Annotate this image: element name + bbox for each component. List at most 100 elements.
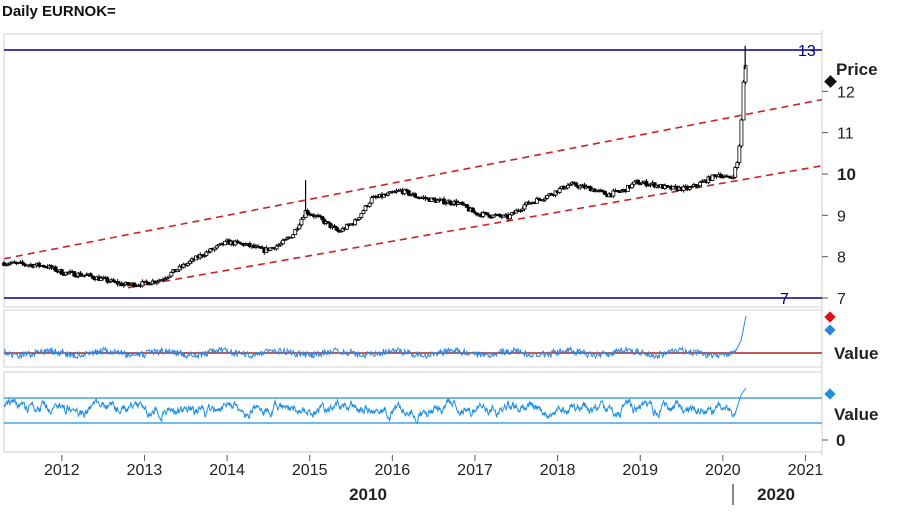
candle-body <box>132 282 137 287</box>
indicator2-line <box>3 387 747 425</box>
candle-body <box>671 185 676 190</box>
candle-body <box>665 184 669 187</box>
candle-body <box>689 186 694 188</box>
candle-body <box>471 207 475 213</box>
candle-body <box>739 119 744 147</box>
candle-body <box>353 219 358 226</box>
candle-body <box>107 281 112 284</box>
candle-body <box>37 262 42 267</box>
candle-body <box>33 264 37 268</box>
candle-body <box>148 283 153 286</box>
candle-body <box>53 266 58 272</box>
candle-body <box>214 245 219 249</box>
candle-body <box>520 208 525 211</box>
candle-body <box>185 262 190 266</box>
candle-body <box>111 279 116 282</box>
candle-body <box>375 196 380 199</box>
candle-body <box>126 282 130 286</box>
candle-body <box>741 81 746 121</box>
candle-body <box>235 240 240 243</box>
x-group-label: 2020 <box>757 485 795 504</box>
candle-body <box>175 269 180 273</box>
candle-body <box>640 182 645 185</box>
candle-body <box>301 217 306 220</box>
x-tick-label: 2018 <box>540 462 576 479</box>
candle-body <box>735 162 740 168</box>
candle-body <box>549 193 554 196</box>
candle-body <box>535 198 539 204</box>
indicator1-line <box>3 315 747 360</box>
candle-body <box>305 210 310 215</box>
candle-body <box>181 263 186 268</box>
candle-body <box>485 212 490 216</box>
candle-body <box>497 213 502 217</box>
x-group-label: 2010 <box>349 485 387 504</box>
indicator2-axis-label: Value <box>834 405 878 424</box>
candle-body <box>681 185 686 191</box>
candle-body <box>233 240 238 246</box>
candle-body <box>694 184 698 187</box>
candle-body <box>320 216 325 220</box>
channel-upper-line <box>3 98 823 260</box>
x-tick-label: 2016 <box>375 462 411 479</box>
x-tick-label: 2015 <box>292 462 328 479</box>
candle-body <box>731 176 736 179</box>
y-tick-label: 7 <box>837 291 846 308</box>
candle-body <box>615 189 620 192</box>
candle-body <box>710 174 715 181</box>
candle-body <box>154 281 159 284</box>
chart-title: Daily EURNOK= <box>2 3 116 20</box>
candle-body <box>90 275 95 279</box>
candle-body <box>369 197 374 204</box>
candle-body <box>473 211 477 214</box>
candle-body <box>280 239 285 245</box>
y-tick-label: 12 <box>837 84 855 101</box>
candle-body <box>566 184 570 189</box>
price-marker-icon <box>824 75 837 88</box>
candle-body <box>332 225 337 228</box>
price-panel-frame <box>3 33 823 308</box>
candle-body <box>367 202 372 207</box>
candle-body <box>687 186 692 190</box>
candle-body <box>442 198 446 205</box>
candle-body <box>578 185 583 189</box>
candle-body <box>169 272 174 277</box>
candle-body <box>464 204 469 208</box>
x-tick-label: 2017 <box>457 462 493 479</box>
candle-body <box>435 199 440 203</box>
candle-body <box>105 277 110 283</box>
candle-body <box>299 218 304 226</box>
candle-body <box>276 244 281 247</box>
candle-body <box>460 201 465 205</box>
candle-body <box>295 228 300 231</box>
candle-body <box>274 245 279 250</box>
candle-body <box>545 195 550 199</box>
candle-body <box>41 265 46 268</box>
indicator1-marker-blue-icon <box>824 324 836 336</box>
candle-body <box>481 211 486 217</box>
candle-body <box>167 275 172 278</box>
candle-body <box>537 198 541 200</box>
candle-body <box>144 280 149 283</box>
candle-body <box>648 183 653 186</box>
candle-body <box>99 277 103 281</box>
candle-body <box>603 191 608 195</box>
candle-body <box>646 184 651 187</box>
indicator1-panel-frame <box>3 309 823 368</box>
y-tick-label: 9 <box>837 208 846 225</box>
indicator2-y-tick-label: 0 <box>836 431 845 450</box>
candle-body <box>278 243 283 246</box>
candle-body <box>355 219 360 221</box>
candle-body <box>328 222 333 228</box>
indicator1-marker-red-icon <box>824 311 836 323</box>
candle-body <box>557 188 562 193</box>
candle-body <box>344 224 349 230</box>
candle-body <box>326 221 331 224</box>
candle-body <box>163 278 168 281</box>
x-tick-label: 2012 <box>44 462 80 479</box>
level-label: 13 <box>798 43 816 60</box>
candle-body <box>8 262 13 265</box>
candle-body <box>636 180 641 185</box>
indicator2-panel-frame <box>3 371 823 453</box>
y-tick-label: 10 <box>837 165 856 184</box>
